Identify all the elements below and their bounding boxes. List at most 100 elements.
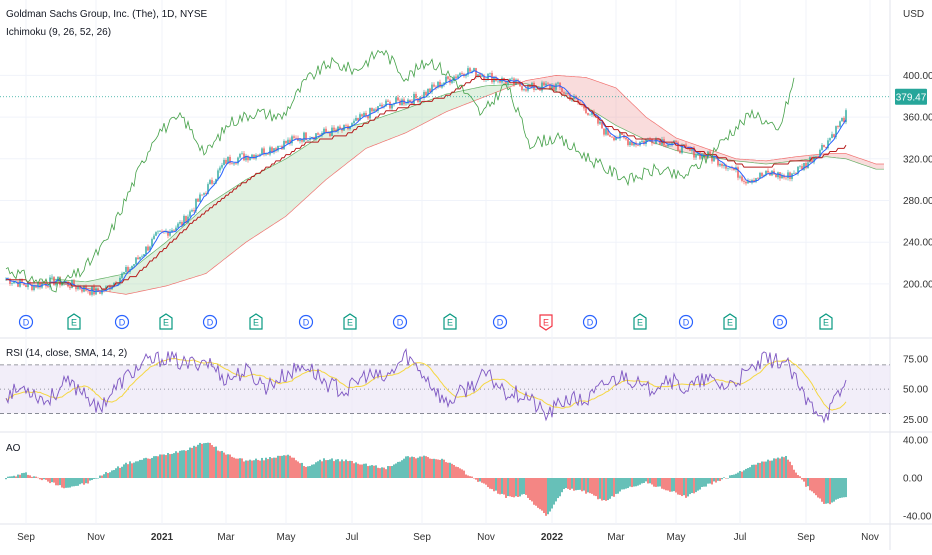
cloud-segment xyxy=(652,121,654,143)
dividend-marker[interactable] xyxy=(18,314,34,330)
ao-bar xyxy=(489,478,491,489)
ao-bar xyxy=(99,475,101,478)
cloud-segment xyxy=(380,116,382,143)
ao-bar xyxy=(561,478,563,493)
candle-body xyxy=(637,145,639,146)
dividend-marker[interactable] xyxy=(678,314,694,330)
ao-bar xyxy=(361,464,363,478)
dividend-marker[interactable] xyxy=(202,314,218,330)
ao-bar xyxy=(713,478,715,482)
ao-bar xyxy=(61,478,63,488)
ao-bar xyxy=(797,475,799,478)
cloud-segment xyxy=(362,122,364,152)
cloud-segment xyxy=(400,110,402,136)
candle-body xyxy=(235,163,237,164)
candle-body xyxy=(395,97,397,104)
ao-bar xyxy=(271,458,273,478)
cloud-segment xyxy=(772,159,774,164)
ao-bar xyxy=(459,468,461,478)
ao-bar xyxy=(747,468,749,478)
earnings-marker-label: E xyxy=(543,318,549,328)
ao-bar xyxy=(403,458,405,478)
candle-body xyxy=(21,279,23,283)
candle-body xyxy=(605,128,607,135)
ao-bar xyxy=(197,444,199,478)
x-tick-label: 2022 xyxy=(541,532,564,543)
ao-bar xyxy=(77,478,79,486)
ao-bar xyxy=(345,459,347,478)
dividend-marker[interactable] xyxy=(582,314,598,330)
cloud-segment xyxy=(306,144,308,198)
candle-body xyxy=(261,148,263,155)
candle-body xyxy=(173,230,175,231)
candle-body xyxy=(727,168,729,169)
ao-bar xyxy=(359,464,361,478)
ao-bar xyxy=(125,462,127,478)
cloud-segment xyxy=(718,152,720,159)
ao-bar xyxy=(783,457,785,478)
candle-body xyxy=(127,267,129,272)
candle-body xyxy=(195,198,197,212)
candle-body xyxy=(499,80,501,83)
candle-body xyxy=(705,156,707,158)
dividend-marker[interactable] xyxy=(492,314,508,330)
cloud-segment xyxy=(282,159,284,219)
candle-body xyxy=(699,152,701,159)
candle-body xyxy=(413,93,415,105)
earnings-marker[interactable] xyxy=(443,313,457,330)
earnings-marker[interactable] xyxy=(159,313,173,330)
ao-bar xyxy=(393,464,395,478)
cloud-segment xyxy=(580,77,582,105)
candle-body xyxy=(407,99,409,104)
earnings-marker[interactable] xyxy=(539,314,553,331)
ao-bar xyxy=(215,446,217,478)
x-tick-label: Mar xyxy=(217,532,235,543)
leading-span-a xyxy=(49,83,884,283)
earnings-marker[interactable] xyxy=(343,313,357,330)
candle-body xyxy=(239,154,241,158)
cloud-segment xyxy=(650,119,652,143)
ao-bar xyxy=(641,478,643,484)
candle-body xyxy=(547,83,549,85)
ao-bar xyxy=(757,462,759,478)
ao-bar xyxy=(711,478,713,485)
cloud-segment xyxy=(286,157,288,217)
cloud-segment xyxy=(642,113,644,140)
ao-bar xyxy=(343,461,345,478)
candle-body xyxy=(197,198,199,202)
candle-body xyxy=(209,180,211,185)
candle-body xyxy=(299,139,301,142)
dividend-marker[interactable] xyxy=(298,314,314,330)
cloud-segment xyxy=(284,158,286,218)
dividend-marker[interactable] xyxy=(114,314,130,330)
ao-bar xyxy=(687,478,689,497)
candle-body xyxy=(809,157,811,163)
earnings-marker[interactable] xyxy=(723,313,737,330)
candle-body xyxy=(599,121,601,124)
ao-bar xyxy=(25,472,27,478)
cloud-segment xyxy=(300,148,302,204)
earnings-marker[interactable] xyxy=(249,313,263,330)
ao-bar xyxy=(81,478,83,484)
cloud-segment xyxy=(146,256,148,291)
cloud-segment xyxy=(268,167,270,228)
cloud-segment xyxy=(326,132,328,180)
ao-bar xyxy=(611,478,613,497)
ao-bar xyxy=(675,478,677,493)
ao-bar xyxy=(405,456,407,478)
ao-bar xyxy=(559,478,561,497)
cloud-segment xyxy=(670,133,672,150)
x-tick-label: Nov xyxy=(477,532,495,543)
cloud-segment xyxy=(330,131,332,177)
dividend-marker[interactable] xyxy=(772,314,788,330)
cloud-segment xyxy=(392,112,394,139)
cloud-segment xyxy=(170,236,172,285)
cloud-segment xyxy=(102,278,104,291)
earnings-marker[interactable] xyxy=(819,313,833,330)
x-tick-label: May xyxy=(667,532,686,543)
earnings-marker[interactable] xyxy=(67,313,81,330)
earnings-marker[interactable] xyxy=(633,313,647,330)
dividend-marker[interactable] xyxy=(392,314,408,330)
